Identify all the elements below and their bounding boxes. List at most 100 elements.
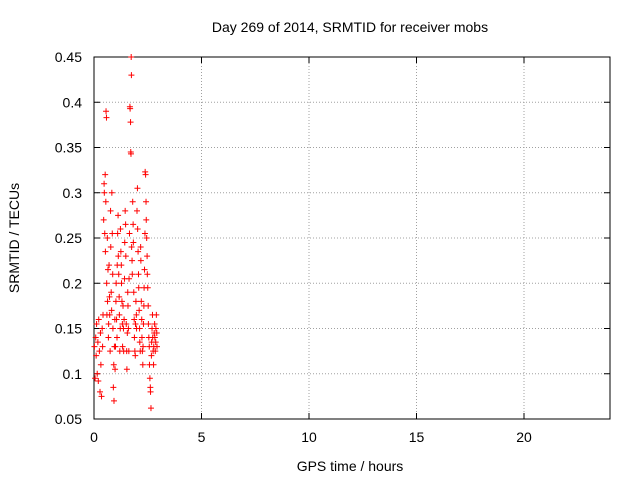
data-point: [125, 348, 132, 355]
data-point: [108, 307, 115, 314]
data-point: [146, 375, 153, 382]
data-point: [96, 348, 103, 355]
y-tick-label: 0.2: [63, 275, 83, 291]
data-point: [144, 253, 151, 260]
data-point: [152, 339, 159, 346]
data-point: [138, 298, 145, 305]
data-point: [92, 375, 99, 382]
x-tick-label: 15: [409, 429, 425, 445]
data-point: [105, 320, 112, 327]
y-tick-label: 0.4: [63, 94, 83, 110]
data-point: [138, 334, 145, 341]
data-point: [98, 393, 105, 400]
data-point: [123, 366, 130, 373]
data-point: [141, 230, 148, 237]
data-point: [124, 302, 131, 309]
data-point: [127, 119, 134, 126]
data-point: [129, 198, 136, 205]
data-point: [97, 361, 104, 368]
data-point: [116, 293, 123, 300]
chart-title: Day 269 of 2014, SRMTID for receiver mob…: [212, 19, 488, 35]
data-point: [113, 316, 120, 323]
data-point: [147, 388, 154, 395]
data-point: [132, 298, 139, 305]
data-point: [145, 320, 152, 327]
data-point: [102, 248, 109, 255]
data-point: [114, 230, 121, 237]
data-point: [143, 216, 150, 223]
data-point: [122, 253, 129, 260]
data-point: [103, 280, 110, 287]
data-point: [137, 257, 144, 264]
data-point: [101, 180, 108, 187]
data-point: [143, 235, 150, 241]
data-point: [121, 239, 128, 246]
data-point: [95, 316, 102, 323]
data-point: [140, 343, 147, 350]
data-point: [94, 339, 101, 346]
data-point: [136, 339, 143, 346]
data-point: [115, 212, 122, 219]
data-point: [104, 266, 111, 273]
data-point: [102, 198, 109, 205]
data-point: [92, 334, 99, 341]
data-point: [112, 366, 119, 373]
data-point: [148, 352, 155, 359]
data-point: [134, 225, 141, 232]
data-point: [126, 230, 133, 237]
data-point: [139, 361, 146, 368]
data-point: [107, 207, 114, 214]
data-point: [99, 325, 106, 332]
data-point: [103, 108, 110, 115]
data-point: [110, 397, 117, 404]
y-tick-label: 0.45: [55, 49, 82, 65]
data-point: [144, 271, 151, 278]
data-point: [153, 343, 160, 350]
data-point: [106, 262, 113, 269]
data-point: [110, 361, 117, 368]
x-tick-label: 20: [516, 429, 532, 445]
x-tick-label: 5: [198, 429, 206, 445]
data-point: [127, 105, 134, 112]
data-point: [125, 325, 132, 332]
data-point: [108, 289, 115, 296]
data-point: [124, 330, 131, 337]
y-tick-label: 0.35: [55, 140, 82, 156]
data-point: [141, 266, 148, 273]
data-point: [122, 207, 129, 214]
y-tick-label: 0.3: [63, 185, 83, 201]
data-point: [112, 343, 119, 350]
data-point: [130, 289, 137, 296]
data-point: [153, 311, 160, 318]
data-point: [131, 334, 138, 341]
data-point: [127, 150, 134, 157]
x-tick-label: 0: [90, 429, 98, 445]
data-point: [134, 207, 140, 214]
data-point: [112, 298, 119, 305]
data-point: [101, 189, 108, 196]
data-point: [102, 171, 109, 178]
data-point: [101, 230, 108, 237]
data-point: [152, 325, 159, 332]
data-point: [106, 311, 113, 318]
y-tick-label: 0.1: [63, 366, 83, 382]
data-point: [129, 257, 136, 264]
data-point: [110, 384, 117, 391]
data-point: [132, 320, 139, 327]
data-point: [134, 185, 141, 192]
y-tick-label: 0.25: [55, 230, 82, 246]
data-point: [129, 271, 136, 278]
data-point: [108, 189, 115, 196]
y-tick-label: 0.15: [55, 321, 82, 337]
data-point: [151, 334, 158, 341]
data-point: [139, 348, 146, 355]
data-point: [151, 320, 158, 327]
data-point: [131, 316, 138, 323]
data-point: [116, 311, 123, 318]
data-point: [128, 244, 135, 251]
data-point: [150, 361, 157, 368]
data-point: [136, 325, 143, 332]
data-point: [128, 72, 135, 79]
data-point: [94, 370, 101, 377]
